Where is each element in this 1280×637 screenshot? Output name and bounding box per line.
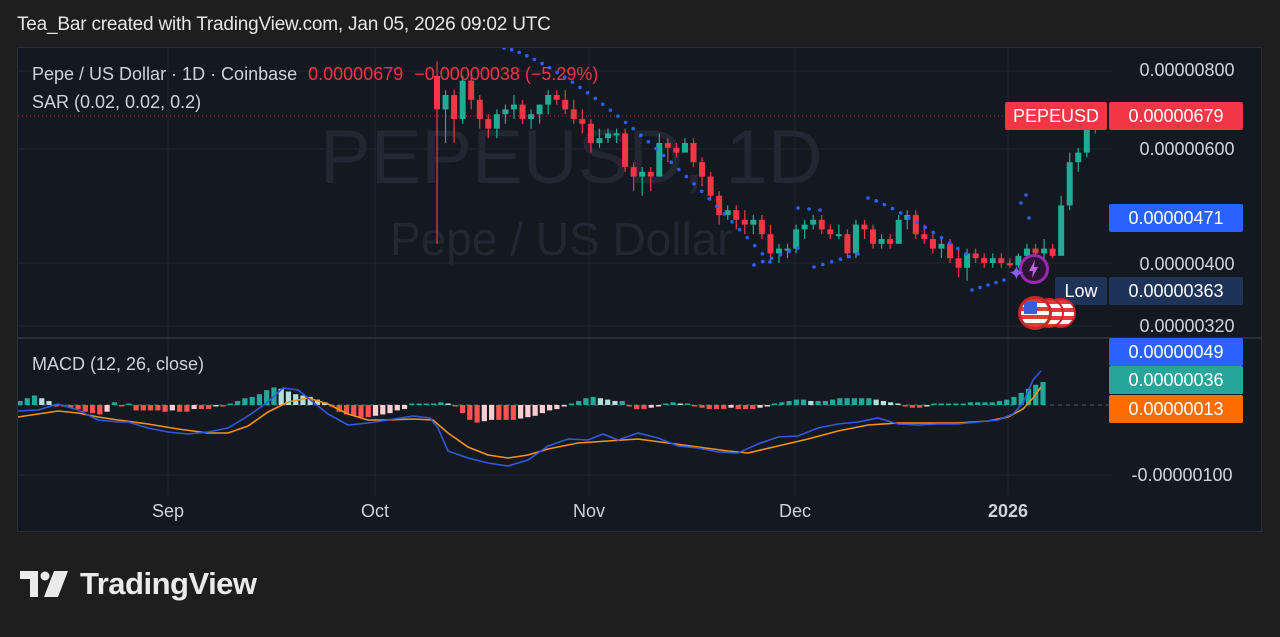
lightning-event-icon[interactable] xyxy=(1019,254,1049,284)
sar-value-tag: 0.00000471 xyxy=(1109,204,1243,232)
symbol-legend[interactable]: Pepe / US Dollar · 1D · Coinbase 0.00000… xyxy=(32,64,598,85)
us-flag-event-icon[interactable] xyxy=(1018,296,1076,330)
macd-line xyxy=(18,370,1042,467)
grid-lines xyxy=(18,48,1113,495)
time-label-sep: Sep xyxy=(151,501,185,521)
candlesticks xyxy=(434,61,1099,281)
chart-credit: Tea_Bar created with TradingView.com, Ja… xyxy=(17,14,551,35)
watermark-name: Pepe / US Dollar xyxy=(390,213,733,265)
time-label-oct: Oct xyxy=(360,501,390,521)
price-change: −0.00000038 (−5.29%) xyxy=(414,64,599,84)
sar-dots xyxy=(502,48,1031,292)
price-tick-600: 0.00000600 xyxy=(1139,139,1235,159)
watermark-symbol: PEPEUSD, 1D xyxy=(320,115,823,200)
sar-legend[interactable]: SAR (0.02, 0.02, 0.2) xyxy=(32,92,202,112)
macd-value-tag: 0.00000049 xyxy=(1109,338,1243,366)
chart-frame[interactable]: PEPEUSD, 1D Pepe / US Dollar Pepe / US D xyxy=(17,47,1262,532)
brand-name: TradingView xyxy=(80,566,257,601)
signal-value-tag: 0.00000013 xyxy=(1109,395,1243,423)
macd-legend[interactable]: MACD (12, 26, close) xyxy=(32,354,205,374)
time-label-nov: Nov xyxy=(572,501,606,521)
tradingview-brand: TradingView xyxy=(20,566,257,602)
low-value-tag: 0.00000363 xyxy=(1109,277,1243,305)
symbol-title: Pepe / US Dollar · 1D · Coinbase xyxy=(32,64,298,84)
macd-tick-neg100: -0.00000100 xyxy=(1131,465,1233,485)
price-tick-400: 0.00000400 xyxy=(1139,254,1235,274)
chart-canvas[interactable] xyxy=(18,48,1262,532)
last-price-tag: 0.00000679 xyxy=(1109,102,1243,130)
time-label-2026: 2026 xyxy=(987,501,1029,521)
price-tick-320: 0.00000320 xyxy=(1139,316,1235,336)
time-label-dec: Dec xyxy=(778,501,812,521)
tradingview-logo-icon xyxy=(20,571,68,597)
macd-signal-line xyxy=(18,386,1042,459)
last-price: 0.00000679 xyxy=(308,64,404,84)
price-tick-800: 0.00000800 xyxy=(1139,60,1235,80)
symbol-tag: PEPEUSD xyxy=(1005,102,1107,130)
sparkle-icon: ✦ xyxy=(1008,263,1025,285)
macd-histogram xyxy=(18,382,1046,423)
histogram-value-tag: 0.00000036 xyxy=(1109,366,1243,394)
